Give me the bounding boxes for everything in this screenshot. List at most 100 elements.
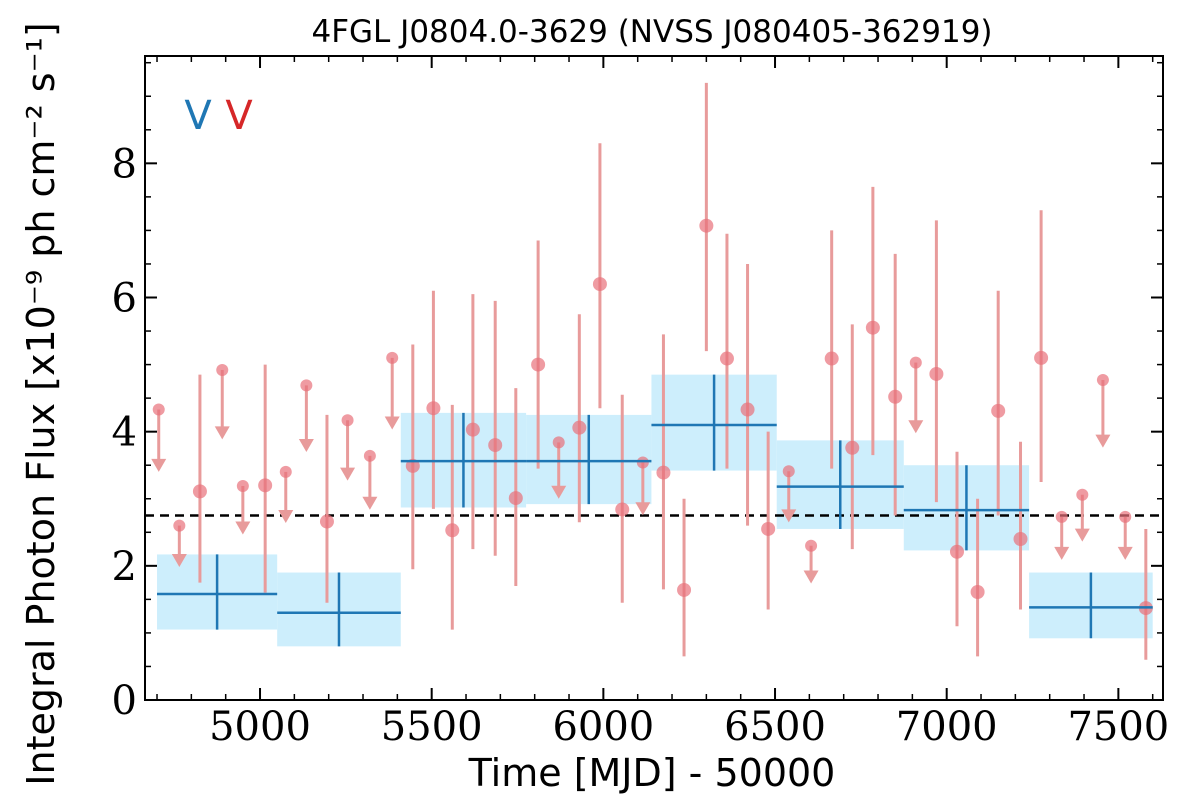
monthly-point: [1013, 441, 1028, 610]
monthly-marker: [531, 357, 546, 372]
monthly-point: [908, 356, 924, 434]
monthly-point: [278, 465, 294, 523]
monthly-marker: [508, 491, 523, 506]
upper-limit-marker: [236, 480, 249, 493]
chart-title: 4FGL J0804.0-3629 (NVSS J080405-362919): [311, 14, 992, 50]
monthly-point: [572, 314, 587, 523]
monthly-point: [781, 465, 797, 523]
monthly-point: [362, 449, 378, 510]
upper-limit-arrowhead: [635, 502, 651, 516]
monthly-point: [615, 394, 630, 603]
monthly-point: [949, 451, 964, 627]
yearly-point: [903, 465, 1030, 551]
monthly-point: [445, 404, 460, 630]
monthly-point: [1054, 510, 1070, 560]
monthly-marker: [572, 420, 587, 435]
monthly-point: [1034, 210, 1049, 482]
monthly-point: [761, 431, 776, 610]
upper-limit-arrowhead: [908, 420, 924, 434]
monthly-marker: [865, 320, 880, 335]
monthly-point: [1074, 488, 1090, 542]
yearly-points-layer: [157, 374, 1153, 647]
upper-limit-marker: [1076, 488, 1089, 501]
monthly-point: [214, 363, 230, 440]
x-axis-label: Time [MJD] - 50000: [468, 751, 836, 795]
x-tick-label: 5000: [209, 704, 311, 750]
monthly-point: [465, 294, 480, 550]
y-tick-label: 0: [112, 678, 137, 724]
axes-layer: [144, 55, 1164, 701]
monthly-marker: [258, 478, 273, 493]
monthly-marker: [699, 218, 714, 233]
upper-limit-marker: [363, 449, 376, 462]
monthly-marker: [426, 401, 441, 416]
x-tick-label: 5500: [381, 704, 483, 750]
yearly-point: [651, 374, 777, 471]
upper-limit-marker: [341, 414, 354, 427]
monthly-point: [298, 379, 314, 453]
x-tick-label: 6000: [552, 704, 654, 750]
upper-limit-arrowhead: [235, 521, 251, 535]
monthly-point: [699, 82, 714, 352]
monthly-point: [656, 334, 671, 590]
tick-labels-layer: 5000 5500 6000 6500 7000 7500 0 2 4 6 8: [112, 141, 1170, 750]
upper-limit-marker: [279, 465, 292, 478]
monthly-point: [171, 519, 187, 567]
monthly-point: [1117, 510, 1133, 560]
monthly-point: [319, 414, 334, 603]
monthly-point: [192, 374, 207, 583]
upper-limit-arrowhead: [278, 509, 294, 523]
monthly-point: [824, 230, 839, 469]
monthly-marker: [615, 502, 630, 517]
monthly-point: [592, 143, 607, 409]
yearly-point: [277, 572, 401, 647]
monthly-marker: [656, 465, 671, 480]
upper-limit-arrowhead: [298, 439, 314, 453]
upper-limit-arrowhead: [781, 509, 797, 523]
x-tick-label: 7500: [1067, 704, 1169, 750]
monthly-marker: [592, 277, 607, 292]
upper-limit-arrowhead: [803, 570, 819, 584]
monthly-marker: [1034, 350, 1049, 365]
x-tick-label: 6500: [724, 704, 826, 750]
upper-limit-marker: [386, 351, 399, 364]
upper-limit-arrowhead: [151, 458, 167, 472]
monthly-point: [1095, 374, 1111, 448]
upper-limit-marker: [782, 465, 795, 478]
monthly-marker: [719, 351, 734, 366]
monthly-point: [740, 263, 755, 526]
monthly-marker: [465, 422, 480, 437]
monthly-point: [929, 220, 944, 503]
monthly-point: [719, 233, 734, 469]
monthly-marker: [488, 438, 503, 453]
upper-limit-marker: [909, 356, 922, 369]
upper-limit-marker: [300, 379, 313, 392]
yearly-point: [400, 412, 527, 508]
monthly-marker: [824, 351, 839, 366]
legend-marker-blue: V: [184, 93, 212, 139]
monthly-marker: [929, 366, 944, 381]
y-tick-label: 2: [112, 544, 137, 590]
monthly-marker: [761, 521, 776, 536]
monthly-point: [235, 480, 251, 535]
monthly-point: [888, 253, 903, 516]
monthly-point: [677, 498, 692, 657]
monthly-point: [845, 324, 860, 550]
monthly-marker: [970, 584, 985, 599]
monthly-point: [531, 240, 546, 469]
upper-limit-arrowhead: [384, 416, 400, 430]
monthly-marker: [888, 389, 903, 404]
upper-limit-arrowhead: [1117, 546, 1133, 560]
upper-limit-arrowhead: [1074, 528, 1090, 542]
upper-limit-arrowhead: [1095, 434, 1111, 448]
upper-limit-marker: [1055, 510, 1068, 523]
upper-limit-marker: [173, 519, 186, 532]
monthly-marker: [991, 403, 1006, 418]
upper-limit-marker: [216, 363, 229, 376]
y-tick-label: 6: [112, 276, 137, 322]
monthly-point: [551, 436, 567, 499]
yearly-point: [526, 414, 652, 505]
x-tick-label: 7000: [896, 704, 998, 750]
monthly-point: [384, 351, 400, 430]
